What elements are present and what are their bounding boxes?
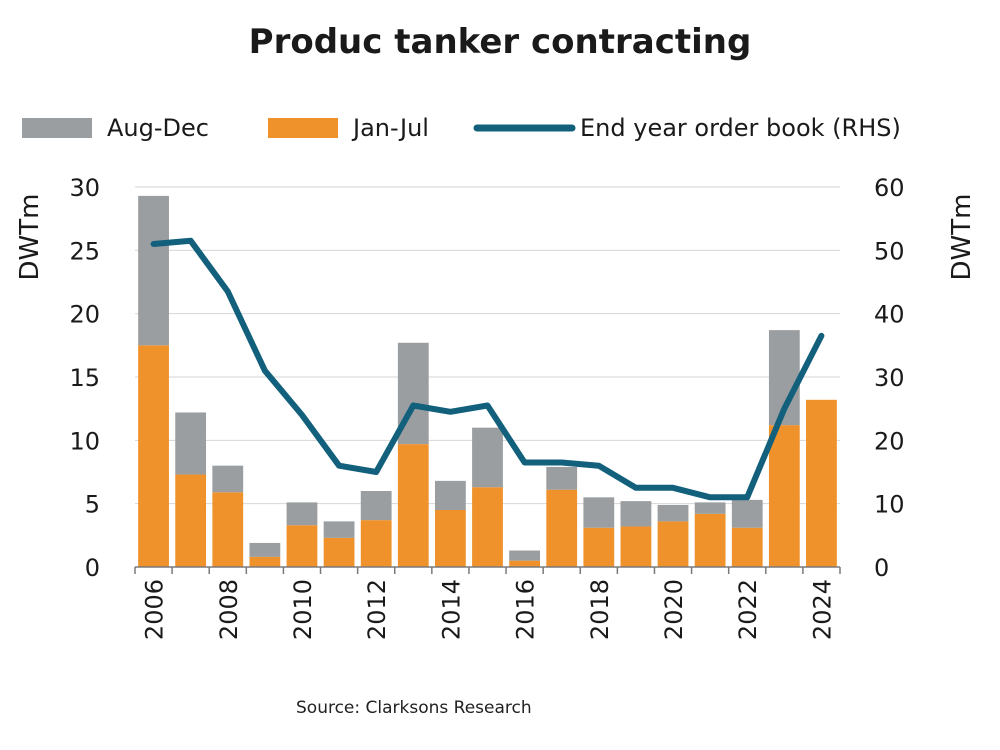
chart: Aug-Dec Jan-Jul End year order book (RHS) … — [15, 114, 977, 640]
bar-jan-jul — [546, 489, 578, 567]
source-note: Source: Clarksons Research — [296, 698, 532, 718]
bar-aug-dec — [509, 550, 541, 561]
chart-title: Produc tanker contracting — [248, 22, 752, 62]
bar-aug-dec — [472, 427, 503, 488]
y2-tick-label: 10 — [874, 491, 905, 519]
bar-aug-dec — [138, 195, 169, 346]
x-tick-label: 2008 — [215, 579, 243, 640]
bar-jan-jul — [323, 537, 355, 567]
y-tick-label: 5 — [85, 491, 100, 519]
legend-swatch-0 — [22, 118, 92, 138]
bar-aug-dec — [212, 465, 244, 493]
bar-jan-jul — [509, 560, 541, 567]
y2-tick-label: 50 — [874, 237, 905, 265]
bar-aug-dec — [694, 502, 726, 514]
bar-aug-dec — [175, 412, 207, 475]
x-tick-label: 2014 — [437, 579, 465, 640]
legend: Aug-Dec Jan-Jul End year order book (RHS) — [22, 114, 901, 142]
order-book-line — [150, 237, 825, 501]
x-tick-label: 2006 — [141, 579, 169, 640]
legend-label-1: Jan-Jul — [351, 114, 429, 142]
x-tick-label: 2010 — [289, 579, 317, 640]
bar-jan-jul — [472, 487, 503, 567]
bar-jan-jul — [397, 444, 429, 567]
bar-aug-dec — [249, 542, 281, 557]
bar-jan-jul — [249, 556, 281, 567]
y2-tick-label: 0 — [874, 554, 889, 582]
x-tick-label: 2018 — [586, 579, 614, 640]
bar-aug-dec — [583, 497, 615, 528]
bar-jan-jul — [434, 510, 466, 567]
legend-label-2: End year order book (RHS) — [580, 114, 901, 142]
bars — [138, 195, 837, 567]
y-tick-label: 0 — [85, 554, 100, 582]
x-tick-label: 2016 — [512, 579, 540, 640]
y2-tick-label: 20 — [874, 427, 905, 455]
bar-jan-jul — [138, 345, 169, 567]
y-tick-label: 20 — [69, 301, 100, 329]
bar-jan-jul — [212, 492, 244, 567]
bar-aug-dec — [620, 501, 652, 527]
y-tick-label: 10 — [69, 427, 100, 455]
legend-label-0: Aug-Dec — [107, 114, 209, 142]
bar-jan-jul — [583, 527, 615, 567]
x-tick-label: 2020 — [660, 579, 688, 640]
y2-axis-title: DWTm — [947, 194, 977, 281]
bar-aug-dec — [434, 480, 466, 510]
bar-jan-jul — [806, 399, 837, 567]
x-tick-label: 2012 — [363, 579, 391, 640]
y2-tick-label: 30 — [874, 364, 905, 392]
bar-jan-jul — [620, 526, 652, 567]
bar-jan-jul — [768, 425, 800, 567]
bar-aug-dec — [657, 504, 689, 522]
bar-jan-jul — [175, 474, 207, 567]
x-tick-label: 2024 — [808, 579, 836, 640]
bar-jan-jul — [657, 521, 689, 567]
y2-tick-label: 60 — [874, 174, 905, 202]
bar-aug-dec — [286, 502, 318, 526]
y-tick-label: 15 — [69, 364, 100, 392]
legend-swatch-1 — [268, 118, 338, 138]
bar-jan-jul — [694, 513, 726, 567]
bar-aug-dec — [731, 499, 763, 528]
bar-jan-jul — [286, 525, 318, 567]
bar-aug-dec — [546, 466, 578, 490]
bar-jan-jul — [731, 527, 763, 567]
bar-jan-jul — [360, 520, 392, 567]
y2-tick-label: 40 — [874, 301, 905, 329]
x-tick-label: 2022 — [734, 579, 762, 640]
y-axis-title: DWTm — [15, 194, 45, 281]
bar-aug-dec — [360, 491, 392, 521]
bar-aug-dec — [323, 521, 355, 538]
y-tick-label: 25 — [69, 237, 100, 265]
axes: 0 5 10 15 20 25 30 0 10 20 30 40 50 60 DWTm DWTm 2006 200… — [15, 174, 977, 640]
y-tick-label: 30 — [69, 174, 100, 202]
